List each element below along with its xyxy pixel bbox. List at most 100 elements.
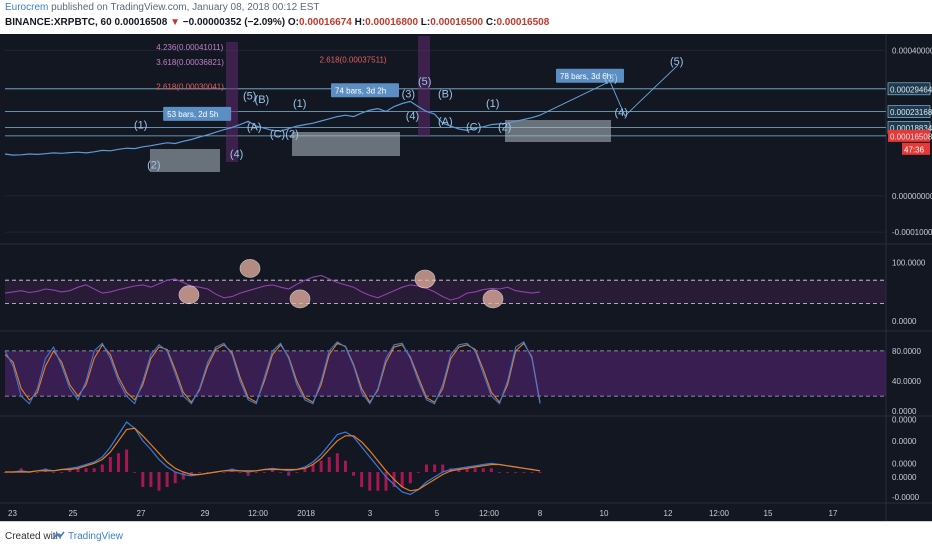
- low-value: 0.00016500: [430, 17, 484, 28]
- wave-label: (A): [247, 121, 262, 133]
- x-tick-label: 8: [538, 509, 543, 518]
- y-tick-label: 0.0000: [892, 473, 917, 482]
- macd-histogram-bar: [538, 472, 542, 473]
- y-tick-label: 0.0000: [892, 407, 917, 416]
- change-value: −0.00000352 (−2.09%): [182, 17, 286, 28]
- macd-histogram-bar: [425, 464, 429, 472]
- macd-histogram-bar: [206, 472, 210, 473]
- macd-histogram-bar: [44, 468, 48, 472]
- price-label-box: [887, 105, 931, 119]
- macd-histogram-bar: [149, 472, 153, 487]
- wave-label: (B): [438, 89, 453, 101]
- rsi-highlight-ellipse: [178, 285, 200, 305]
- low-label: L:: [420, 17, 431, 28]
- y-tick-label: 0.0000: [892, 416, 917, 425]
- macd-histogram-bar: [141, 472, 145, 487]
- tradingview-brand[interactable]: TradingView: [68, 531, 124, 542]
- range-box: [150, 149, 220, 172]
- price-label-box: [887, 82, 931, 96]
- macd-histogram-bar: [133, 472, 137, 473]
- chart-canvas[interactable]: 0.00029464 0.00023168 0.000188340.00016508…: [0, 34, 932, 521]
- macd-histogram-bar: [368, 472, 372, 491]
- macd-histogram-bar: [457, 468, 461, 472]
- macd-histogram-bar: [92, 468, 96, 472]
- macd-histogram-bar: [189, 472, 193, 476]
- ohlc-line: BINANCE:XRPBTC, 60 0.00016508 ▼ −0.00000…: [5, 17, 549, 28]
- wave-label: (4): [406, 111, 419, 123]
- wave-label: (5): [243, 91, 256, 103]
- callout-box: [556, 68, 624, 83]
- high-value: 0.00016800: [365, 17, 419, 28]
- y-tick-label: 0.0000: [892, 317, 917, 326]
- publisher-name[interactable]: Eurocrem: [5, 2, 49, 13]
- macd-histogram-bar: [287, 472, 291, 476]
- macd-histogram-bar: [360, 472, 364, 487]
- macd-histogram-bar: [481, 468, 485, 472]
- macd-histogram-bar: [222, 472, 226, 473]
- y-tick-label: 0.00040000: [892, 47, 932, 56]
- wave-label: (1): [486, 98, 499, 110]
- y-tick-label: 0.0000: [892, 437, 917, 446]
- y-tick-label: 40.0000: [892, 377, 921, 386]
- macd-histogram-bar: [52, 472, 56, 473]
- rsi-highlight-ellipse: [482, 289, 504, 309]
- wave-label: (1): [293, 98, 306, 110]
- macd-histogram-bar: [181, 472, 185, 480]
- fib-level-label: 2.618(0.00037511): [320, 56, 387, 65]
- price-label-box: [888, 129, 930, 142]
- wave-label: (5): [418, 76, 431, 88]
- macd-histogram-bar: [76, 468, 80, 472]
- price-label-text: 0.00016508: [890, 132, 932, 141]
- macd-histogram-bar: [416, 472, 420, 473]
- tradingview-logo-icon: [52, 531, 65, 540]
- footer: Created with TradingView: [0, 521, 932, 551]
- macd-histogram-bar: [100, 464, 104, 472]
- fib-zone: [226, 42, 238, 162]
- macd-histogram-bar: [198, 472, 202, 473]
- macd-histogram-bar: [238, 472, 242, 473]
- range-box: [292, 132, 400, 156]
- symbol-label: BINANCE:XRPBTC, 60: [5, 17, 112, 28]
- macd-histogram-bar: [19, 468, 23, 472]
- x-tick-label: 3: [368, 509, 373, 518]
- x-tick-label: 12:00: [248, 509, 269, 518]
- wave-label: (4): [615, 107, 628, 119]
- x-tick-label: 15: [764, 509, 773, 518]
- macd-histogram-bar: [173, 472, 177, 484]
- fib-level-label: 2.618(0.00030041): [156, 83, 224, 92]
- macd-histogram-bar: [108, 457, 112, 472]
- chart-area[interactable]: 0.00029464 0.00023168 0.00018834 0.00016508…: [0, 34, 932, 521]
- wave-label: (A): [438, 116, 453, 128]
- published-text: published on TradingView.com, January 08…: [51, 2, 320, 13]
- macd-histogram-bar: [319, 460, 323, 472]
- rsi-highlight-ellipse: [289, 289, 311, 309]
- macd-histogram-bar: [384, 472, 388, 491]
- wave-label: (C): [270, 129, 285, 141]
- chart-header: Eurocrem published on TradingView.com, J…: [0, 0, 932, 34]
- macd-histogram-bar: [376, 472, 380, 491]
- y-tick-label: -0.00010000: [892, 228, 932, 237]
- macd-signal-line: [5, 427, 541, 492]
- macd-histogram-bar: [165, 472, 169, 487]
- x-tick-label: 25: [69, 509, 78, 518]
- macd-histogram-bar: [400, 472, 404, 487]
- price-label-text: 0.00018834: [890, 124, 932, 133]
- macd-histogram-bar: [246, 472, 250, 476]
- countdown-box: [902, 142, 930, 155]
- price-label-text: 0.00023168: [890, 108, 932, 117]
- range-box: [505, 120, 611, 142]
- close-label: C:: [485, 17, 497, 28]
- x-tick-label: 2018: [297, 509, 315, 518]
- macd-histogram-bar: [254, 472, 258, 473]
- macd-histogram-bar: [408, 472, 412, 484]
- macd-histogram-bar: [530, 472, 534, 473]
- wave-label: (5): [670, 56, 683, 68]
- down-arrow-icon: ▼: [170, 17, 180, 28]
- price-series-line: [4, 100, 541, 156]
- stoch-k-line: [4, 340, 541, 405]
- macd-histogram-bar: [157, 472, 161, 491]
- wave-label: (C): [466, 121, 481, 133]
- fib-level-label: 3.618(0.00036821): [156, 58, 224, 67]
- x-tick-label: 12:00: [709, 509, 730, 518]
- macd-histogram-bar: [465, 468, 469, 472]
